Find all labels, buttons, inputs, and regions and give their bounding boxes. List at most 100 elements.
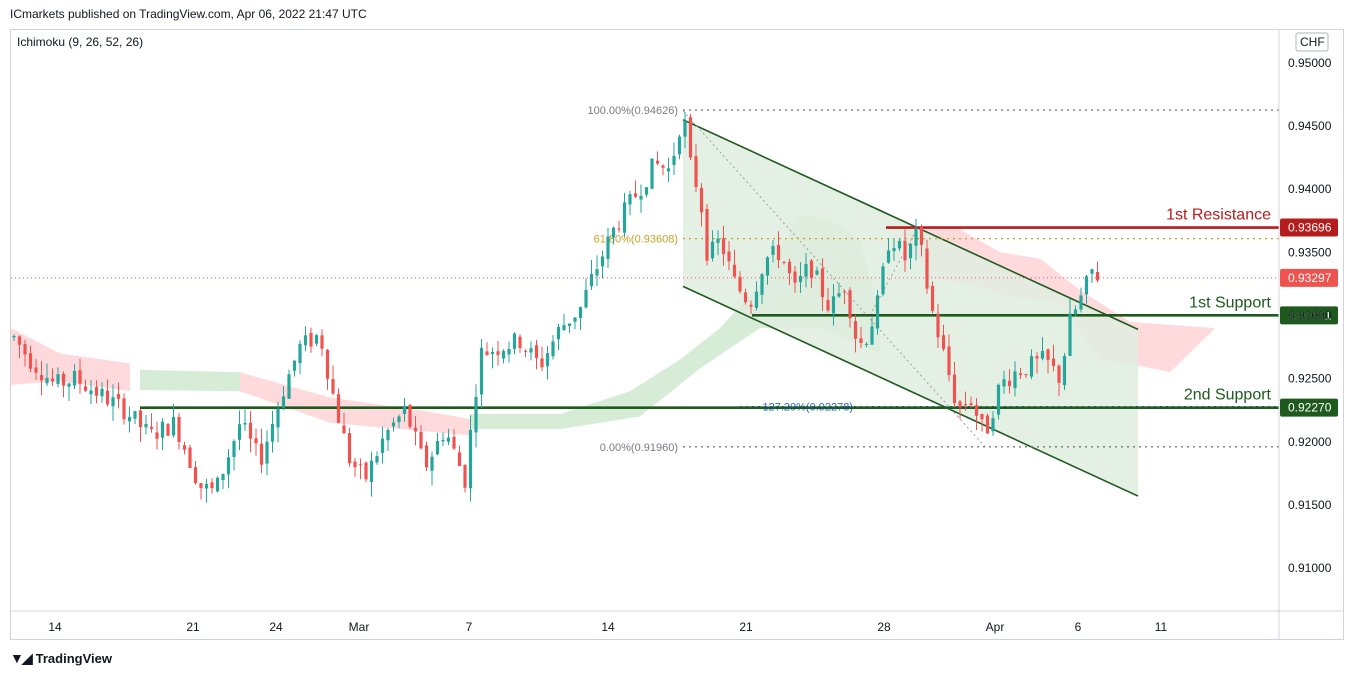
candle-body — [815, 270, 819, 275]
candle-body — [490, 352, 495, 354]
candle-body — [804, 264, 808, 277]
y-tick-label: 0.94500 — [1288, 119, 1332, 133]
candle-body — [556, 327, 561, 340]
candle-body — [952, 374, 957, 403]
candle-body — [974, 405, 979, 416]
cloud-red-segment — [240, 372, 470, 436]
candle-body — [699, 187, 704, 213]
candle-body — [507, 349, 511, 355]
candle-body — [94, 387, 99, 396]
candle-body — [237, 424, 242, 440]
candle-body — [1062, 356, 1067, 386]
candle-body — [573, 317, 577, 322]
candle-body — [144, 423, 148, 428]
candle-body — [248, 422, 253, 439]
candle-body — [545, 353, 550, 367]
candle-body — [1018, 373, 1023, 376]
candle-body — [34, 367, 38, 373]
currency-label: CHF — [1300, 35, 1325, 49]
indicator-label[interactable]: Ichimoku (9, 26, 52, 26) — [17, 35, 143, 49]
candle-body — [749, 304, 753, 307]
candle-body — [127, 416, 132, 422]
channel-upper-line — [682, 118, 1139, 331]
candle-body — [826, 300, 830, 311]
candle-body — [540, 358, 544, 368]
candle-body — [655, 160, 660, 164]
candle-body — [732, 264, 737, 277]
candle-body — [809, 260, 814, 279]
fib-trend-line — [682, 110, 986, 448]
candle-body — [1073, 309, 1078, 315]
x-tick-label: Mar — [349, 620, 370, 634]
candle-body — [529, 348, 533, 353]
candle-body — [985, 415, 990, 434]
candle-body — [1029, 356, 1034, 377]
candle-body — [303, 335, 308, 346]
candle-body — [837, 293, 841, 297]
level-price-tag — [1280, 218, 1338, 237]
candle-body — [364, 462, 368, 480]
candle-body — [474, 397, 478, 433]
candle-body — [639, 195, 643, 200]
candle-body — [424, 445, 429, 468]
candle-body — [287, 374, 291, 399]
candle-body — [930, 285, 935, 311]
x-tick-label: 24 — [269, 620, 283, 634]
candle-body — [402, 405, 407, 414]
descending-channel — [682, 110, 1139, 497]
cloud-red-segment — [11, 328, 130, 392]
x-tick-label: 21 — [186, 620, 200, 634]
level-price-tag — [1280, 306, 1338, 325]
candle-body — [171, 416, 176, 436]
candle-body — [716, 238, 720, 243]
candle-body — [380, 438, 385, 453]
candle-body — [67, 383, 71, 387]
candle-body — [705, 208, 709, 261]
candle-body — [199, 483, 203, 489]
candle-body — [1035, 356, 1039, 359]
candle-body — [331, 379, 335, 394]
candle-body — [958, 401, 962, 408]
candle-body — [413, 427, 418, 432]
candle-body — [677, 136, 682, 155]
footer-brand[interactable]: ▼◢ TradingView — [10, 650, 112, 667]
support-resistance-levels: 0.93696 1st Resistance 0.93001 1st Support 0… — [140, 207, 1338, 417]
y-tick-label: 0.92000 — [1288, 435, 1332, 449]
y-tick-label: 0.95000 — [1288, 56, 1332, 70]
candle-body — [1046, 349, 1050, 360]
candle-body — [276, 408, 280, 428]
candle-body — [61, 373, 66, 386]
candle-body — [281, 396, 286, 408]
candle-body — [584, 289, 588, 308]
candle-body — [441, 439, 445, 442]
last-price-tag — [1280, 268, 1338, 287]
candles — [12, 111, 1100, 503]
candle-body — [853, 321, 858, 339]
candle-body — [193, 467, 198, 483]
candle-body — [595, 269, 599, 276]
candle-body — [1068, 313, 1072, 356]
candle-body — [430, 456, 434, 471]
candle-body — [166, 424, 170, 436]
candle-body — [347, 433, 352, 464]
candle-body — [501, 351, 506, 359]
candle-body — [270, 423, 275, 442]
candle-body — [12, 335, 16, 338]
candle-body — [391, 422, 396, 427]
candle-body — [886, 250, 891, 263]
candle-body — [369, 460, 374, 482]
candle-body — [496, 351, 500, 355]
candle-body — [17, 336, 22, 345]
y-tick-label: 0.91000 — [1288, 561, 1332, 575]
candle-body — [138, 410, 143, 428]
channel-lower-line — [682, 285, 1139, 497]
candle-body — [864, 343, 869, 345]
candle-body — [831, 296, 836, 314]
candle-body — [397, 416, 401, 423]
candle-body — [259, 443, 264, 465]
candle-body — [1007, 380, 1012, 387]
y-tick-label: 0.94000 — [1288, 182, 1332, 196]
candle-body — [419, 431, 423, 449]
candle-body — [760, 274, 764, 295]
